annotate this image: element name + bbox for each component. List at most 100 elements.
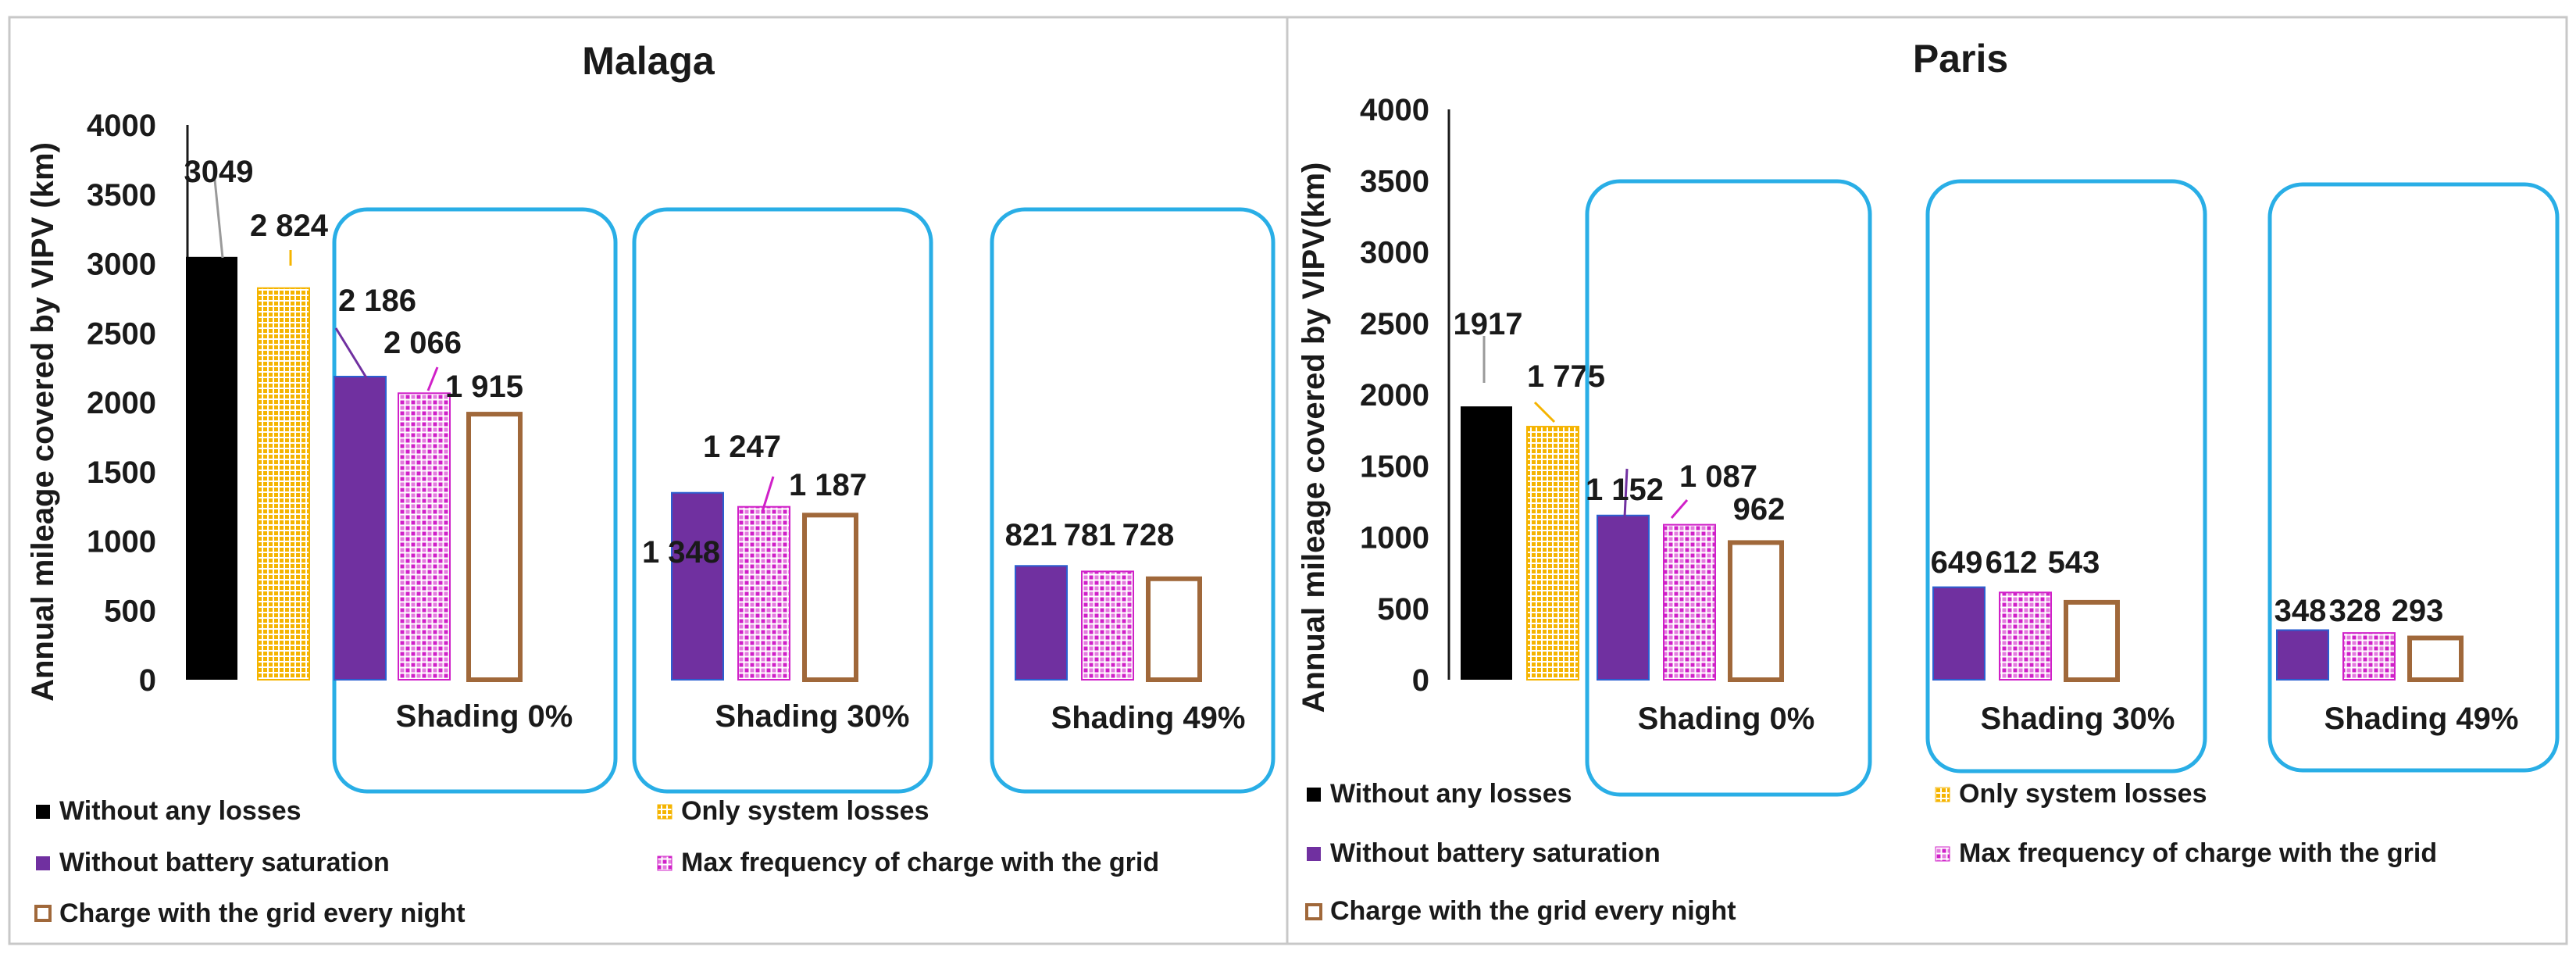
shading-group-box [990,207,1276,794]
bar-grid-every-night [802,513,858,682]
bar-max-freq-grid [1663,523,1716,681]
legend-paris: Without any losses Only system losses Wi… [1305,779,2437,926]
y-tick-label: 500 [104,594,156,628]
bar-no-battery-saturation [1597,514,1650,681]
bar-grid-every-night [1728,540,1784,682]
bar-no-battery-saturation [2276,629,2329,681]
plot-area-malaga: 0 500 1000 1500 2000 2500 3000 3500 4000 3049 2 82… [87,109,1276,794]
bar-system-losses [1526,426,1579,681]
bar-no-losses [1461,406,1512,680]
bar-no-battery-saturation [1932,586,1986,681]
legend-swatch-max-freq-grid [1935,846,1950,862]
data-label: 1 775 [1527,359,1605,394]
data-label: 781 [1064,518,1116,552]
data-label: 821 [1005,518,1058,552]
bar-max-freq-grid [2342,632,2396,681]
legend-label-system-losses: Only system losses [1959,779,2207,809]
data-label: 1 087 [1679,459,1757,494]
data-label: 1 348 [642,535,720,570]
legend-label-no-losses: Without any losses [59,796,301,826]
bar-grid-every-night [466,412,523,683]
legend-label-grid-every-night: Charge with the grid every night [1330,896,1736,926]
shading-group-box [2267,182,2560,773]
y-tick-label: 2000 [87,386,156,420]
legend-label-system-losses: Only system losses [681,796,929,826]
legend-swatch-grid-every-night [34,905,52,922]
legend-malaga: Without any losses Only system losses Wi… [34,796,1159,928]
category-label: Shading 49% [1051,701,1246,735]
chart-title-paris: Paris [1913,37,2008,80]
y-axis-title-malaga: Annual mileage covered by VIPV (km) [26,142,60,702]
data-label: 543 [2048,545,2100,580]
legend-label-grid-every-night: Charge with the grid every night [59,898,466,928]
data-label: 1 187 [789,468,867,502]
legend-swatch-no-battery-saturation [1307,847,1321,861]
y-tick-label: 2500 [1360,307,1429,341]
y-tick-label: 3500 [1360,164,1429,198]
category-label: Shading 30% [715,699,910,734]
category-label: Shading 49% [2324,702,2519,736]
shading-group-box [632,207,933,794]
data-label: 649 [1931,545,1983,580]
y-tick-label: 2000 [1360,378,1429,413]
y-axis-title-paris: Annual mileage covered by VIPV(km) [1297,163,1331,713]
legend-swatch-no-losses [1307,788,1321,802]
legend-label-no-losses: Without any losses [1330,779,1572,809]
data-label-leader [334,327,369,380]
data-label: 2 186 [338,284,416,318]
y-tick-label: 500 [1377,592,1429,627]
bar-max-freq-grid [1999,591,2052,681]
legend-label-no-battery-saturation: Without battery saturation [1330,838,1661,868]
category-label: Shading 30% [1981,702,2175,736]
bar-grid-every-night [1146,576,1202,683]
data-label-leader [426,366,439,391]
data-label: 348 [2275,594,2327,628]
legend-swatch-grid-every-night [1305,903,1322,920]
data-label: 2 066 [384,326,462,360]
legend-swatch-no-losses [36,805,50,819]
chart-title-malaga: Malaga [582,39,715,83]
bar-max-freq-grid [398,392,451,681]
data-label: 3049 [184,155,254,189]
shading-group-box [1585,179,1872,797]
y-tick-label: 1500 [1360,449,1429,484]
data-label: 2 824 [250,209,329,243]
data-label: 1 247 [703,430,781,464]
y-tick-label: 2500 [87,316,156,351]
y-tick-label: 3000 [1360,236,1429,270]
data-label: 1 152 [1586,473,1664,507]
data-label-leader [1670,499,1689,519]
legend-label-max-freq-grid: Max frequency of charge with the grid [1959,838,2437,868]
bar-system-losses [257,287,310,681]
legend-swatch-max-freq-grid [657,856,673,871]
data-label: 612 [1986,545,2038,580]
bar-grid-every-night [2064,599,2120,683]
y-tick-label: 0 [139,663,156,698]
data-label-leader [213,179,224,259]
data-label: 293 [2392,594,2444,628]
data-label-leader [1533,401,1556,423]
y-tick-label: 1000 [87,525,156,559]
data-label-leader [761,476,775,513]
data-label-leader [1623,468,1629,518]
category-label: Shading 0% [396,699,573,734]
legend-swatch-system-losses [657,804,673,820]
y-tick-label: 1500 [87,455,156,490]
legend-swatch-system-losses [1935,787,1950,802]
y-tick-label: 3000 [87,248,156,282]
category-label: Shading 0% [1638,702,1815,736]
legend-swatch-no-battery-saturation [36,856,50,870]
shading-group-box [1925,179,2207,773]
data-label: 328 [2329,594,2382,628]
data-label: 962 [1733,492,1786,527]
y-tick-label: 0 [1412,663,1429,698]
bar-grid-every-night [2407,635,2464,683]
y-tick-label: 4000 [1360,93,1429,127]
y-tick-label: 3500 [87,178,156,213]
legend-label-no-battery-saturation: Without battery saturation [59,848,390,877]
data-label: 728 [1122,518,1175,552]
legend-label-max-freq-grid: Max frequency of charge with the grid [681,848,1159,877]
bar-max-freq-grid [1081,570,1134,681]
